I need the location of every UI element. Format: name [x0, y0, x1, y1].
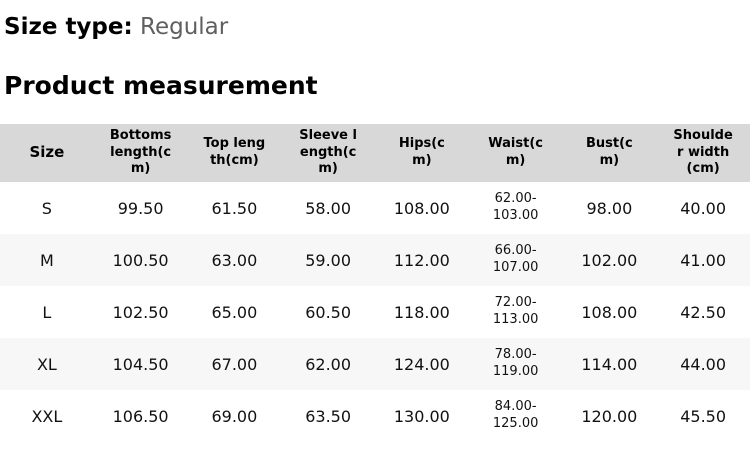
- sleeve-length-cell: 63.50: [305, 406, 352, 426]
- column-header-bottoms-length: Bottoms length(cm): [109, 127, 172, 177]
- product-size-panel: Size type: Regular Product measurement S…: [0, 14, 750, 442]
- bottoms-length-cell: 106.50: [112, 406, 169, 426]
- top-length-cell: 67.00: [211, 354, 258, 374]
- column-header-size: Size: [29, 143, 65, 162]
- column-header-hips: Hips(cm): [398, 136, 445, 168]
- column-header-sleeve-length: Sleeve length(cm): [299, 127, 357, 177]
- table-row-l: L 102.50 65.00 60.50 118.00 72.00-113.00…: [0, 286, 750, 338]
- table-row-s: S 99.50 61.50 58.00 108.00 62.00-103.00 …: [0, 182, 750, 234]
- table-row-xxl: XXL 106.50 69.00 63.50 130.00 84.00-125.…: [0, 390, 750, 442]
- bust-cell: 108.00: [581, 302, 638, 322]
- hips-cell: 130.00: [393, 406, 450, 426]
- bust-cell: 98.00: [586, 198, 633, 218]
- shoulder-width-cell: 40.00: [680, 198, 727, 218]
- shoulder-width-cell: 45.50: [680, 406, 727, 426]
- sleeve-length-cell: 60.50: [305, 302, 352, 322]
- waist-cell: 84.00-125.00: [492, 399, 539, 431]
- top-length-cell: 65.00: [211, 302, 258, 322]
- waist-cell: 78.00-119.00: [492, 347, 539, 379]
- sleeve-length-cell: 59.00: [305, 250, 352, 270]
- size-cell: S: [41, 198, 52, 218]
- top-length-cell: 63.00: [211, 250, 258, 270]
- column-header-waist: Waist(cm): [488, 136, 543, 168]
- bottoms-length-cell: 100.50: [112, 250, 169, 270]
- size-cell: XXL: [31, 406, 63, 426]
- bust-cell: 102.00: [581, 250, 638, 270]
- hips-cell: 118.00: [393, 302, 450, 322]
- hips-cell: 124.00: [393, 354, 450, 374]
- bust-cell: 114.00: [581, 354, 638, 374]
- waist-cell: 62.00-103.00: [492, 191, 539, 223]
- size-cell: L: [42, 302, 52, 322]
- table-body: S 99.50 61.50 58.00 108.00 62.00-103.00 …: [0, 182, 750, 442]
- bottoms-length-cell: 99.50: [117, 198, 164, 218]
- bottoms-length-cell: 104.50: [112, 354, 169, 374]
- size-cell: XL: [36, 354, 57, 374]
- waist-cell: 72.00-113.00: [492, 295, 539, 327]
- column-header-shoulder-width: Shoulder width(cm): [673, 127, 733, 177]
- hips-cell: 112.00: [393, 250, 450, 270]
- shoulder-width-cell: 41.00: [680, 250, 727, 270]
- shoulder-width-cell: 44.00: [680, 354, 727, 374]
- section-title: Product measurement: [4, 71, 318, 100]
- top-length-cell: 69.00: [211, 406, 258, 426]
- table-row-m: M 100.50 63.00 59.00 112.00 66.00-107.00…: [0, 234, 750, 286]
- bust-cell: 120.00: [581, 406, 638, 426]
- top-length-cell: 61.50: [211, 198, 258, 218]
- size-type-value: Regular: [140, 14, 229, 40]
- sleeve-length-cell: 58.00: [305, 198, 352, 218]
- column-header-bust: Bust(cm): [585, 136, 633, 168]
- hips-cell: 108.00: [393, 198, 450, 218]
- size-cell: M: [39, 250, 54, 270]
- waist-cell: 66.00-107.00: [492, 243, 539, 275]
- size-type-label: Size type:: [4, 14, 133, 40]
- column-header-top-length: Top length(cm): [203, 136, 266, 168]
- product-measurement-table: Size Bottoms length(cm) Top length(cm) S…: [0, 124, 750, 442]
- sleeve-length-cell: 62.00: [305, 354, 352, 374]
- shoulder-width-cell: 42.50: [680, 302, 727, 322]
- size-type-line: Size type: Regular: [4, 14, 750, 41]
- table-header-row: Size Bottoms length(cm) Top length(cm) S…: [0, 124, 750, 182]
- table-row-xl: XL 104.50 67.00 62.00 124.00 78.00-119.0…: [0, 338, 750, 390]
- bottoms-length-cell: 102.50: [112, 302, 169, 322]
